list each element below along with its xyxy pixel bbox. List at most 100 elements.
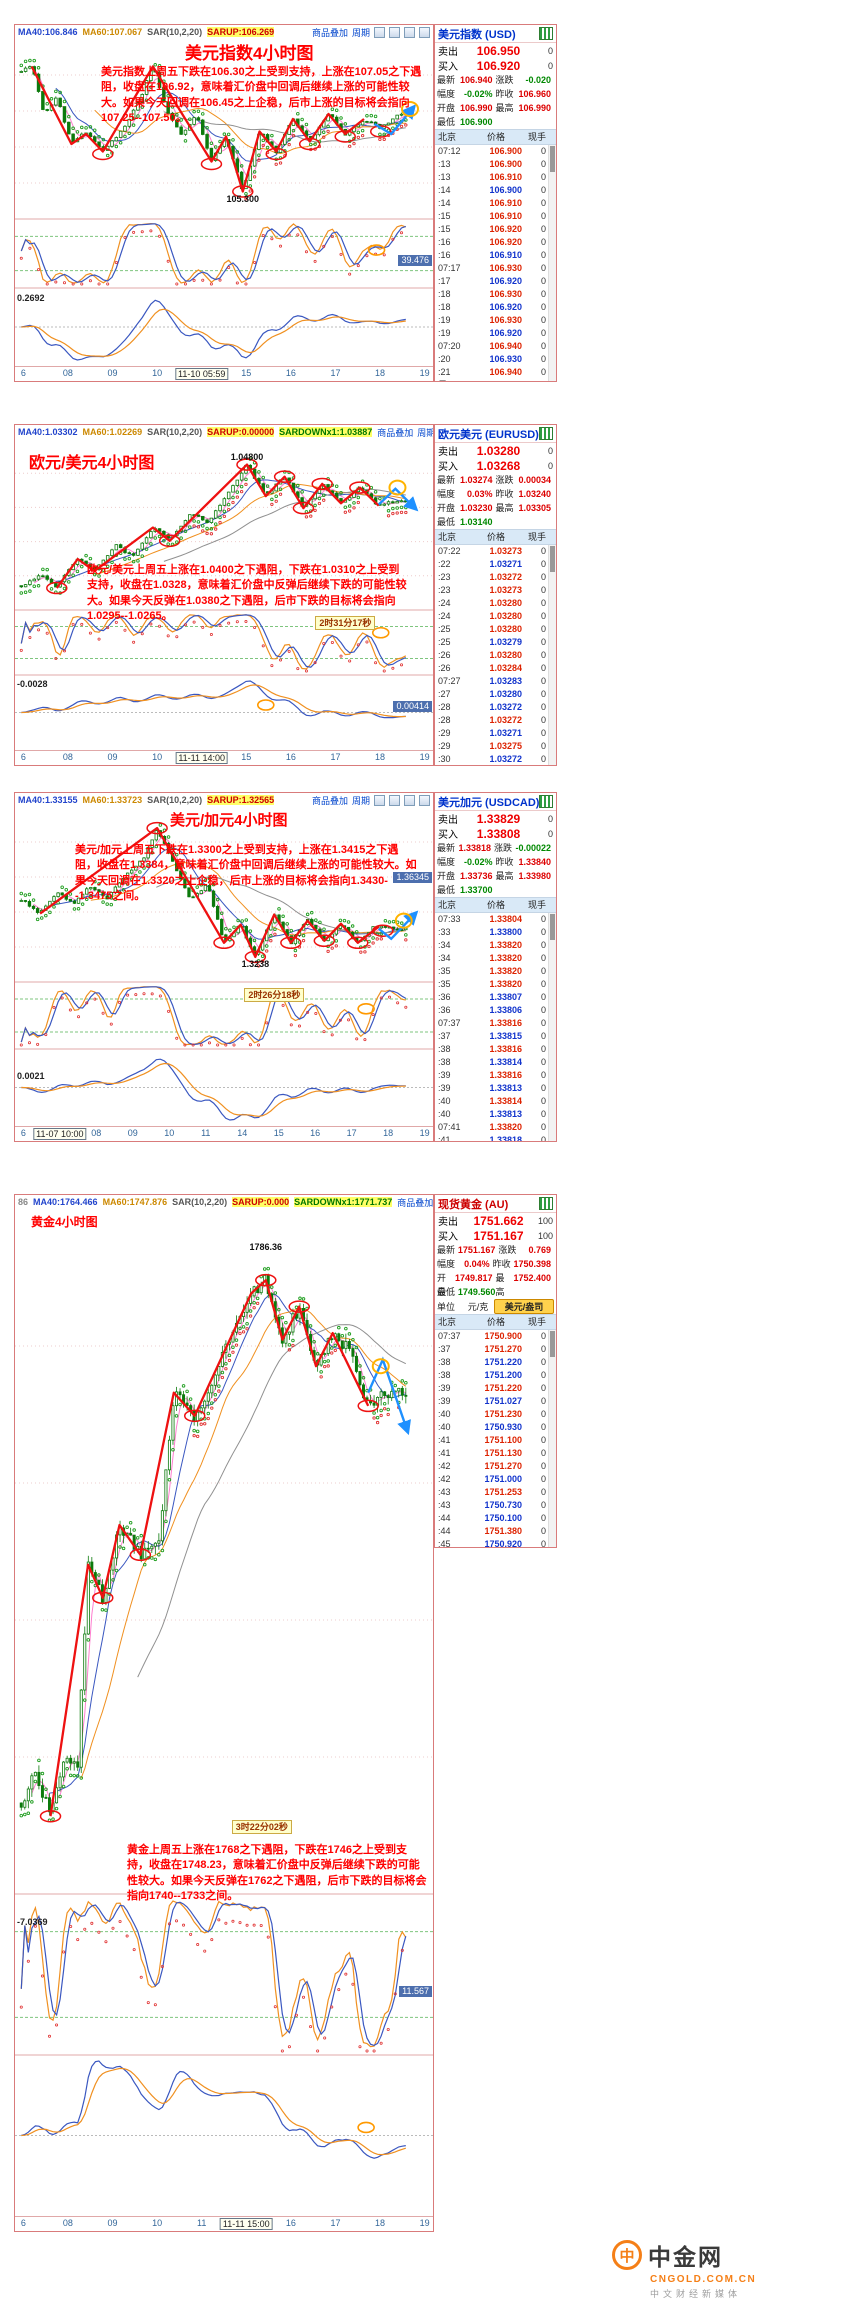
scrollbar-thumb[interactable]: [550, 546, 555, 572]
tick-row[interactable]: :40 1.33813 0: [435, 1108, 556, 1121]
period-button[interactable]: 周期: [351, 27, 370, 38]
zoom-icon[interactable]: [419, 794, 430, 806]
tick-row[interactable]: :35 1.33820 0: [435, 965, 556, 978]
tick-row[interactable]: :15 106.910 0: [435, 210, 556, 223]
tick-row[interactable]: 足: [435, 379, 556, 381]
chart-area[interactable]: MA40:1.33155 MA60:1.33723 SAR(10,2,20) SARU…: [14, 792, 434, 1142]
tick-row[interactable]: :13 106.910 0: [435, 171, 556, 184]
tick-row[interactable]: 07:17 106.930 0: [435, 262, 556, 275]
tick-row[interactable]: :34 1.33820 0: [435, 939, 556, 952]
bid-row[interactable]: 买入 1.03268 0: [435, 458, 556, 474]
tick-row[interactable]: :29 1.03275 0: [435, 740, 556, 753]
tick-row[interactable]: :36 1.33806 0: [435, 1004, 556, 1017]
tick-row[interactable]: :27 1.03280 0: [435, 688, 556, 701]
tick-row[interactable]: :42 1751.000 0: [435, 1473, 556, 1486]
tick-row[interactable]: :15 106.920 0: [435, 223, 556, 236]
tick-row[interactable]: :19 106.920 0: [435, 327, 556, 340]
tick-row[interactable]: :39 1.33816 0: [435, 1069, 556, 1082]
tick-row[interactable]: :39 1.33813 0: [435, 1082, 556, 1095]
price-chart-plot[interactable]: 1.3238 1.36345 0.0021 2时26分18秒: [15, 807, 433, 1126]
tick-row[interactable]: :28 1.03272 0: [435, 701, 556, 714]
tick-row[interactable]: :38 1751.200 0: [435, 1369, 556, 1382]
tick-row[interactable]: :26 1.03284 0: [435, 662, 556, 675]
tick-row[interactable]: :21 106.940 0: [435, 366, 556, 379]
scrollbar[interactable]: [548, 145, 556, 381]
bid-row[interactable]: 买入 1.33808 0: [435, 826, 556, 842]
tick-row[interactable]: :45 1750.920 0: [435, 1538, 556, 1547]
price-chart-plot[interactable]: 1.04800 0.00414 -0.0028 2时31分17秒: [15, 439, 433, 750]
tick-row[interactable]: :13 106.900 0: [435, 158, 556, 171]
price-chart-svg[interactable]: [15, 39, 433, 366]
tick-row[interactable]: :34 1.33820 0: [435, 952, 556, 965]
price-chart-svg[interactable]: [15, 807, 433, 1126]
tick-row[interactable]: :29 1.03271 0: [435, 727, 556, 740]
unit-usd-per-ounce-option[interactable]: 美元/盎司: [494, 1299, 554, 1314]
kline-icon[interactable]: [389, 26, 400, 38]
tick-row[interactable]: :25 1.03279 0: [435, 636, 556, 649]
tick-row[interactable]: :40 1.33814 0: [435, 1095, 556, 1108]
overlay-button[interactable]: 商品叠加: [397, 1197, 433, 1208]
tick-row[interactable]: :41 1751.130 0: [435, 1447, 556, 1460]
mini-kline-icon[interactable]: [539, 1197, 553, 1210]
tick-row[interactable]: :44 1750.100 0: [435, 1512, 556, 1525]
tick-row[interactable]: :44 1751.380 0: [435, 1525, 556, 1538]
tick-row[interactable]: 07:20 106.940 0: [435, 340, 556, 353]
tick-row[interactable]: :16 106.910 0: [435, 249, 556, 262]
tick-row[interactable]: :39 1751.220 0: [435, 1382, 556, 1395]
period-button[interactable]: 周期: [417, 427, 433, 438]
crosshair-icon[interactable]: [404, 26, 415, 38]
tick-list[interactable]: 07:37 1750.900 0:37 1751.270 0:38 1751.220 0:3…: [435, 1330, 556, 1547]
tick-row[interactable]: :30 1.03272 0: [435, 753, 556, 765]
tick-row[interactable]: :37 1.33815 0: [435, 1030, 556, 1043]
tick-row[interactable]: :23 1.03273 0: [435, 584, 556, 597]
ask-row[interactable]: 卖出 1.03280 0: [435, 443, 556, 459]
ask-row[interactable]: 卖出 1751.662 100: [435, 1213, 556, 1229]
tick-row[interactable]: :28 1.03272 0: [435, 714, 556, 727]
ask-row[interactable]: 卖出 1.33829 0: [435, 811, 556, 827]
price-chart-svg[interactable]: [15, 1209, 433, 2216]
tick-row[interactable]: :17 106.920 0: [435, 275, 556, 288]
chart-area[interactable]: 86 MA40:1764.466 MA60:1747.876 SAR(10,2,20)…: [14, 1194, 434, 2232]
mini-kline-icon[interactable]: [539, 27, 553, 40]
overlay-button[interactable]: 商品叠加: [377, 427, 414, 438]
tick-row[interactable]: :40 1750.930 0: [435, 1421, 556, 1434]
scrollbar[interactable]: [548, 545, 556, 765]
tick-list[interactable]: 07:22 1.03273 0:22 1.03271 0:23 1.03272 0:23 1.…: [435, 545, 556, 765]
price-chart-svg[interactable]: [15, 439, 433, 750]
tick-row[interactable]: :42 1751.270 0: [435, 1460, 556, 1473]
tick-row[interactable]: :37 1751.270 0: [435, 1343, 556, 1356]
overlay-grid-icon[interactable]: [374, 26, 385, 38]
period-button[interactable]: 周期: [351, 795, 370, 806]
tick-row[interactable]: 07:41 1.33820 0: [435, 1121, 556, 1134]
scrollbar-thumb[interactable]: [550, 914, 555, 940]
scrollbar[interactable]: [548, 1330, 556, 1547]
tick-row[interactable]: 07:37 1750.900 0: [435, 1330, 556, 1343]
ask-row[interactable]: 卖出 106.950 0: [435, 43, 556, 59]
tick-row[interactable]: :26 1.03280 0: [435, 649, 556, 662]
overlay-button[interactable]: 商品叠加: [311, 27, 348, 38]
tick-row[interactable]: :41 1751.100 0: [435, 1434, 556, 1447]
crosshair-icon[interactable]: [404, 794, 415, 806]
tick-row[interactable]: :40 1751.230 0: [435, 1408, 556, 1421]
tick-row[interactable]: 07:22 1.03273 0: [435, 545, 556, 558]
mini-kline-icon[interactable]: [539, 427, 553, 440]
tick-row[interactable]: :36 1.33807 0: [435, 991, 556, 1004]
scrollbar-thumb[interactable]: [550, 1331, 555, 1357]
tick-row[interactable]: 07:37 1.33816 0: [435, 1017, 556, 1030]
tick-row[interactable]: :18 106.920 0: [435, 301, 556, 314]
tick-list[interactable]: 07:33 1.33804 0:33 1.33800 0:34 1.33820 0:34 1.…: [435, 913, 556, 1141]
tick-row[interactable]: :43 1750.730 0: [435, 1499, 556, 1512]
tick-row[interactable]: :38 1.33816 0: [435, 1043, 556, 1056]
scrollbar-thumb[interactable]: [550, 146, 555, 172]
tick-row[interactable]: :43 1751.253 0: [435, 1486, 556, 1499]
tick-row[interactable]: 07:12 106.900 0: [435, 145, 556, 158]
tick-row[interactable]: 07:27 1.03283 0: [435, 675, 556, 688]
tick-row[interactable]: :20 106.930 0: [435, 353, 556, 366]
tick-row[interactable]: :22 1.03271 0: [435, 558, 556, 571]
tick-row[interactable]: :24 1.03280 0: [435, 610, 556, 623]
bid-row[interactable]: 买入 1751.167 100: [435, 1228, 556, 1244]
tick-row[interactable]: :14 106.910 0: [435, 197, 556, 210]
tick-row[interactable]: :19 106.930 0: [435, 314, 556, 327]
chart-area[interactable]: MA40:1.03302 MA60:1.02269 SAR(10,2,20) SARU…: [14, 424, 434, 766]
tick-row[interactable]: :35 1.33820 0: [435, 978, 556, 991]
